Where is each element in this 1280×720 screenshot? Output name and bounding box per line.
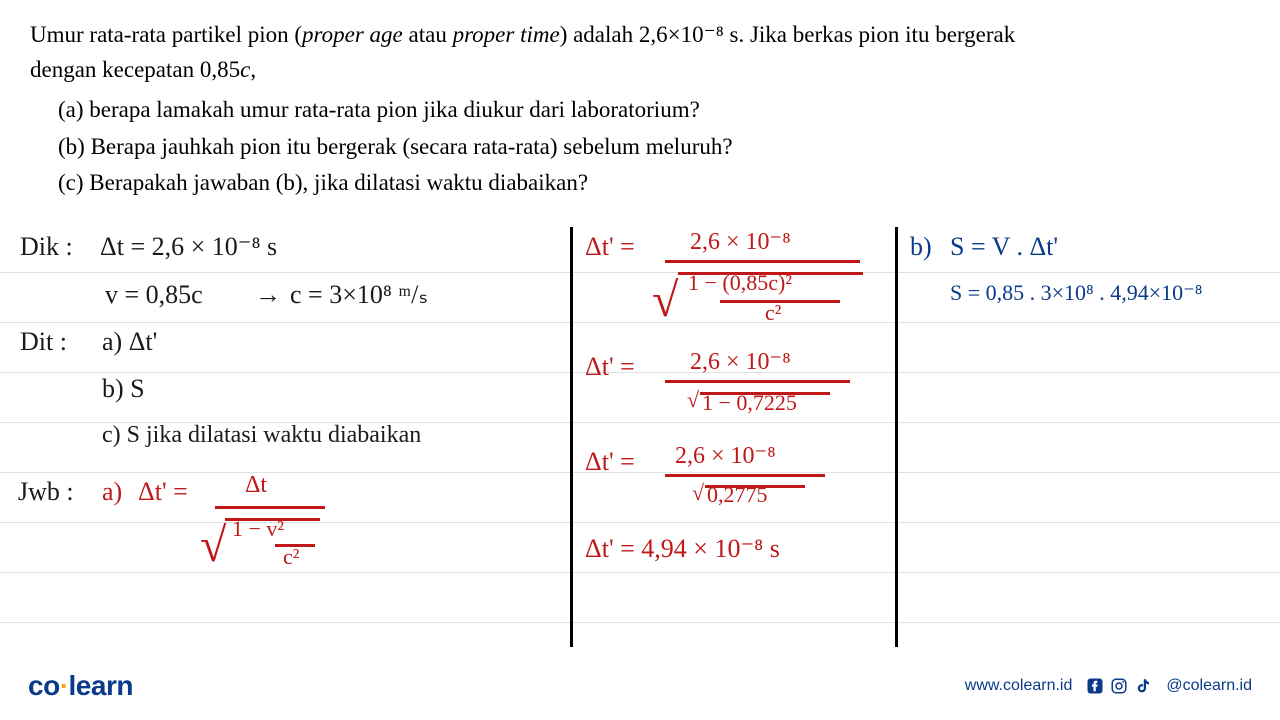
c2-result: Δt' = 4,94 × 10⁻⁸ s	[585, 534, 780, 564]
frac-line-4	[665, 474, 825, 477]
intro-mid: atau	[403, 22, 453, 47]
c2-num1: 2,6 × 10⁻⁸	[690, 227, 791, 256]
dt-prime-eq-3: Δt' =	[585, 352, 635, 382]
c2-den3: 0,2775	[707, 482, 768, 508]
sqrt-inline-2: √	[692, 480, 704, 506]
c-value: c = 3×10⁸ ᵐ/ₛ	[290, 280, 428, 310]
facebook-icon	[1086, 677, 1104, 695]
footer: co·learn www.colearn.id @colearn.id	[28, 670, 1252, 702]
dit-a: a) Δt'	[102, 327, 157, 357]
divider-2	[895, 227, 898, 647]
dt-prime-eq-1: Δt' =	[138, 477, 188, 507]
dik-label: Dik :	[20, 232, 73, 262]
dt-prime-eq-2: Δt' =	[585, 232, 635, 262]
dit-label: Dit :	[20, 327, 67, 357]
part-c: (c) Berapakah jawaban (b), jika dilatasi…	[58, 166, 1250, 201]
social-handle: @colearn.id	[1166, 677, 1252, 695]
intro-italic-2: proper time	[453, 22, 560, 47]
frac-line-1	[215, 506, 325, 509]
intro-text-2-end: ,	[250, 57, 256, 82]
sqrt-2: √	[652, 277, 678, 325]
c2-den2: 1 − 0,7225	[702, 390, 797, 416]
frac-line-3	[665, 380, 850, 383]
logo-co: co	[28, 670, 60, 701]
jwb-label: Jwb :	[18, 477, 74, 507]
intro-c: c	[240, 57, 250, 82]
website-url: www.colearn.id	[965, 677, 1073, 695]
sqrt-inline-1: √	[687, 387, 699, 413]
question-intro: Umur rata-rata partikel pion (proper age…	[30, 18, 1250, 87]
frac-top-dt: Δt	[245, 472, 267, 499]
dit-c: c) S jika dilatasi waktu diabaikan	[102, 422, 421, 449]
frac-line-2	[665, 260, 860, 263]
c2-den1-top: 1 − (0,85c)²	[688, 270, 792, 296]
question-parts: (a) berapa lamakah umur rata-rata pion j…	[30, 93, 1250, 201]
arrow: →	[255, 280, 281, 310]
question-block: Umur rata-rata partikel pion (proper age…	[0, 0, 1280, 213]
footer-right: www.colearn.id @colearn.id	[965, 677, 1252, 695]
dit-b: b) S	[102, 374, 145, 404]
c2-num2: 2,6 × 10⁻⁸	[690, 347, 791, 376]
c2-den1-bot: c²	[765, 300, 781, 326]
intro-italic-1: proper age	[302, 22, 403, 47]
social-icons	[1086, 677, 1152, 695]
v-value: v = 0,85c	[105, 280, 203, 310]
intro-text-1-end: ) adalah 2,6×10⁻⁸ s. Jika berkas pion it…	[560, 22, 1016, 47]
tiktok-icon	[1134, 677, 1152, 695]
part-b: (b) Berapa jauhkah pion itu bergerak (se…	[58, 130, 1250, 165]
logo-learn: learn	[69, 670, 133, 701]
dt-prime-eq-4: Δt' =	[585, 447, 635, 477]
intro-text-1: Umur rata-rata partikel pion (	[30, 22, 302, 47]
dt-value: Δt = 2,6 × 10⁻⁸ s	[100, 232, 277, 262]
sqrt-1: √	[200, 522, 226, 570]
logo-dot: ·	[60, 670, 69, 701]
instagram-icon	[1110, 677, 1128, 695]
col3-b: b)	[910, 232, 932, 262]
lorentz-inner: 1 − v²	[232, 516, 284, 542]
divider-1	[570, 227, 573, 647]
handwritten-work: Dik : Δt = 2,6 × 10⁻⁸ s v = 0,85c → c = …	[0, 222, 1280, 662]
logo: co·learn	[28, 670, 133, 702]
col3-formula: S = V . Δt'	[950, 232, 1058, 262]
col3-calc: S = 0,85 . 3×10⁸ . 4,94×10⁻⁸	[950, 280, 1202, 306]
part-a: (a) berapa lamakah umur rata-rata pion j…	[58, 93, 1250, 128]
lorentz-c2: c²	[283, 544, 299, 570]
jwb-a: a)	[102, 477, 122, 507]
c2-num3: 2,6 × 10⁻⁸	[675, 441, 776, 470]
intro-text-2: dengan kecepatan 0,85	[30, 57, 240, 82]
